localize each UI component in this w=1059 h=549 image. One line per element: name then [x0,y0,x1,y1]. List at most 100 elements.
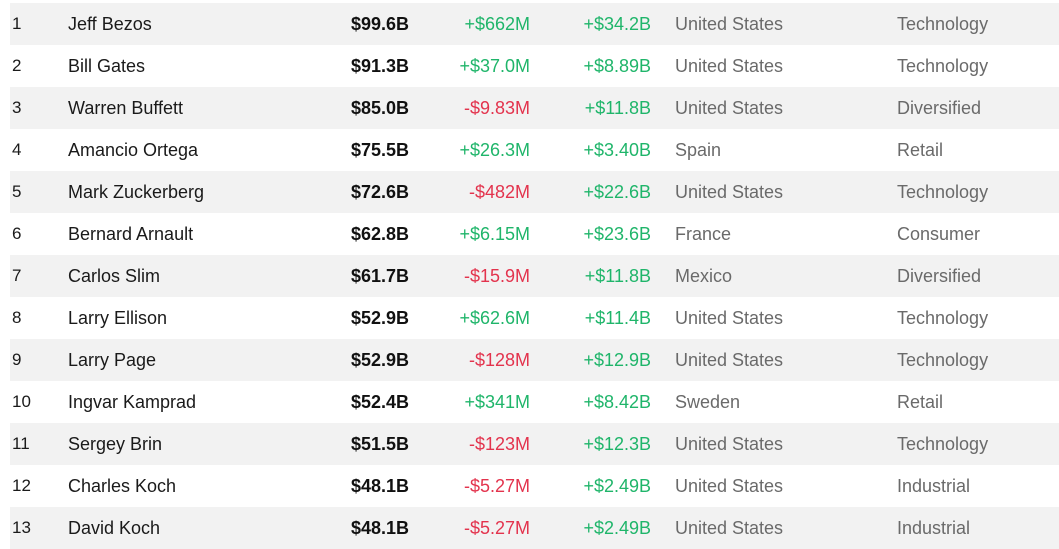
net-worth-cell: $52.9B [350,350,409,370]
net-worth-cell: $52.4B [350,392,409,412]
table-row[interactable]: 6 Bernard Arnault $62.8B +$6.15M +$23.6B Fran… [10,213,1059,255]
last-change-cell: -$5.27M [463,518,530,538]
industry-cell: Diversified [897,266,982,286]
table-row[interactable]: 11 Sergey Brin $51.5B -$123M +$12.3B United S… [10,423,1059,465]
last-change-cell: -$5.27M [463,476,530,496]
ytd-change-cell: +$2.49B [583,518,651,538]
industry-cell: Technology [897,350,989,370]
name-cell[interactable]: Bill Gates [68,56,146,76]
name-cell[interactable]: David Koch [68,518,161,538]
name-cell[interactable]: Sergey Brin [68,434,163,454]
industry-cell: Retail [897,140,944,160]
ytd-change-cell: +$11.4B [584,308,651,328]
industry-cell: Technology [897,182,989,202]
industry-cell: Technology [897,56,989,76]
ytd-change-cell: +$11.8B [584,98,651,118]
last-change-cell: -$15.9M [463,266,530,286]
last-change-cell: +$26.3M [459,140,530,160]
ytd-change-cell: +$22.6B [583,182,651,202]
table-row[interactable]: 2 Bill Gates $91.3B +$37.0M +$8.89B United St… [10,45,1059,87]
table-row[interactable]: 4 Amancio Ortega $75.5B +$26.3M +$3.40B Spain… [10,129,1059,171]
country-cell: United States [675,182,784,202]
rank-cell: 7 [12,266,22,285]
net-worth-cell: $51.5B [350,434,409,454]
last-change-cell: +$341M [464,392,530,412]
table-row[interactable]: 10 Ingvar Kamprad $52.4B +$341M +$8.42B Swede… [10,381,1059,423]
name-cell[interactable]: Larry Ellison [68,308,168,328]
billionaires-table: 1 Jeff Bezos $99.6B +$662M +$34.2B United Sta… [10,3,1059,549]
net-worth-cell: $99.6B [350,14,409,34]
ytd-change-cell: +$8.89B [583,56,651,76]
last-change-cell: -$482M [468,182,530,202]
name-cell[interactable]: Ingvar Kamprad [68,392,197,412]
last-change-cell: +$62.6M [459,308,530,328]
industry-cell: Diversified [897,98,982,118]
ytd-change-cell: +$3.40B [583,140,651,160]
rank-cell: 3 [12,98,22,117]
rank-cell: 2 [12,56,22,75]
industry-cell: Consumer [897,224,981,244]
net-worth-cell: $91.3B [350,56,409,76]
country-cell: United States [675,434,784,454]
table-row[interactable]: 12 Charles Koch $48.1B -$5.27M +$2.49B United… [10,465,1059,507]
table-row[interactable]: 3 Warren Buffett $85.0B -$9.83M +$11.8B Unite… [10,87,1059,129]
rank-cell: 8 [12,308,22,327]
table-row[interactable]: 13 David Koch $48.1B -$5.27M +$2.49B United S… [10,507,1059,549]
last-change-cell: +$6.15M [459,224,530,244]
ytd-change-cell: +$12.9B [583,350,651,370]
rank-cell: 5 [12,182,22,201]
last-change-cell: -$123M [468,434,530,454]
rank-cell: 13 [12,518,31,537]
rank-cell: 1 [12,14,22,33]
country-cell: United States [675,518,784,538]
rank-cell: 10 [12,392,31,411]
name-cell[interactable]: Jeff Bezos [68,14,152,34]
net-worth-cell: $52.9B [350,308,409,328]
table-row[interactable]: 1 Jeff Bezos $99.6B +$662M +$34.2B United Sta… [10,3,1059,45]
ytd-change-cell: +$2.49B [583,476,651,496]
ytd-change-cell: +$8.42B [583,392,651,412]
net-worth-cell: $61.7B [350,266,409,286]
country-cell: United States [675,350,784,370]
name-cell[interactable]: Warren Buffett [68,98,184,118]
table-row[interactable]: 7 Carlos Slim $61.7B -$15.9M +$11.8B Mexico Di… [10,255,1059,297]
rank-cell: 12 [12,476,31,495]
name-cell[interactable]: Bernard Arnault [68,224,194,244]
country-cell: United States [675,56,784,76]
table-row[interactable]: 5 Mark Zuckerberg $72.6B -$482M +$22.6B Unite… [10,171,1059,213]
table-row[interactable]: 8 Larry Ellison $52.9B +$62.6M +$11.4B United… [10,297,1059,339]
rank-cell: 9 [12,350,22,369]
industry-cell: Technology [897,14,989,34]
last-change-cell: -$128M [468,350,530,370]
country-cell: United States [675,98,784,118]
name-cell[interactable]: Charles Koch [68,476,177,496]
net-worth-cell: $72.6B [350,182,409,202]
industry-cell: Industrial [897,476,971,496]
table-row[interactable]: 9 Larry Page $52.9B -$128M +$12.9B United Sta… [10,339,1059,381]
industry-cell: Technology [897,308,989,328]
ytd-change-cell: +$11.8B [584,266,651,286]
ytd-change-cell: +$12.3B [583,434,651,454]
country-cell: United States [675,14,784,34]
name-cell[interactable]: Amancio Ortega [68,140,199,160]
name-cell[interactable]: Carlos Slim [68,266,161,286]
last-change-cell: +$662M [464,14,530,34]
industry-cell: Technology [897,434,989,454]
country-cell: Sweden [675,392,741,412]
net-worth-cell: $48.1B [350,476,409,496]
net-worth-cell: $85.0B [350,98,409,118]
rank-cell: 6 [12,224,22,243]
name-cell[interactable]: Mark Zuckerberg [68,182,205,202]
ytd-change-cell: +$34.2B [583,14,651,34]
rank-cell: 4 [12,140,22,159]
last-change-cell: -$9.83M [463,98,530,118]
industry-cell: Retail [897,392,944,412]
country-cell: Mexico [675,266,733,286]
name-cell[interactable]: Larry Page [68,350,157,370]
country-cell: France [675,224,732,244]
net-worth-cell: $48.1B [350,518,409,538]
rank-cell: 11 [12,434,30,453]
net-worth-cell: $75.5B [350,140,409,160]
ytd-change-cell: +$23.6B [583,224,651,244]
country-cell: United States [675,476,784,496]
